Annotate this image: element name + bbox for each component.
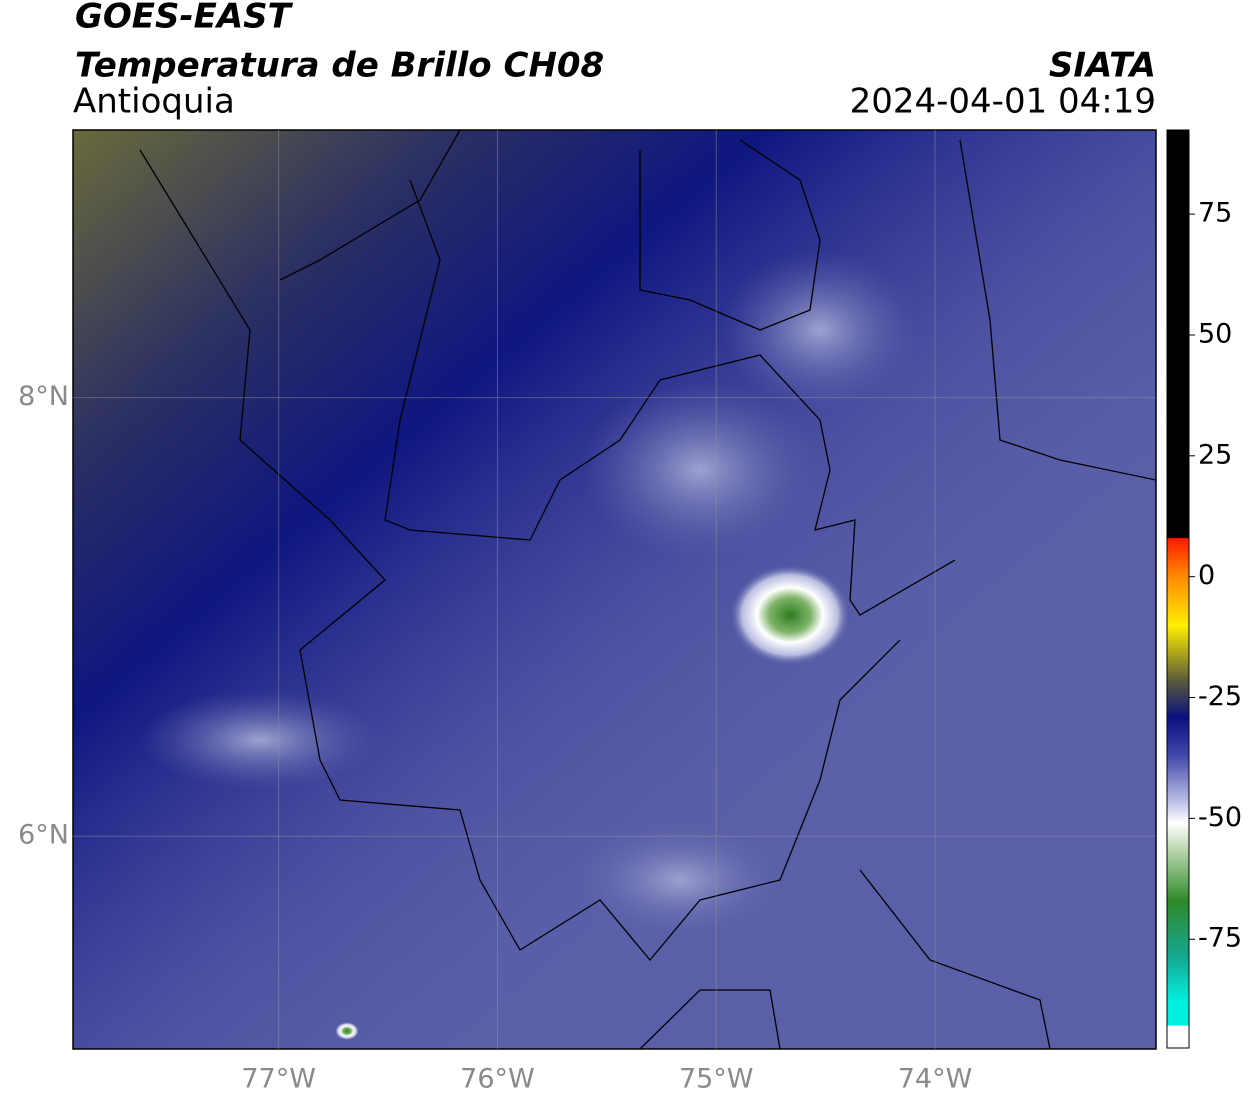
colorbar-tick-label: 50 (1198, 318, 1232, 349)
colorbar (1166, 129, 1190, 1049)
product-title: Temperatura de Brillo CH08 (75, 46, 604, 86)
region-title: Antioquia (73, 82, 235, 122)
datetime: 2024-04-01 04:19 (850, 82, 1156, 122)
colorbar-tick-label: 0 (1198, 560, 1215, 591)
x-tick-label: 76°W (460, 1064, 535, 1095)
x-tick-label: 77°W (241, 1064, 316, 1095)
colorbar-tick-label: -75 (1198, 923, 1242, 954)
y-tick-label: 8°N (18, 381, 69, 412)
y-tick-label: 6°N (18, 820, 69, 851)
colorbar-tick-label: 75 (1198, 198, 1232, 229)
colorbar-tick-label: 25 (1198, 439, 1232, 470)
satellite-title: GOES-EAST (75, 0, 294, 37)
x-tick-label: 75°W (679, 1064, 754, 1095)
borders (139, 130, 1156, 1049)
agency-title: SIATA (1049, 46, 1156, 86)
colorbar-tick-label: -25 (1198, 681, 1242, 712)
map-frame (72, 129, 1157, 1050)
colorbar-tick-label: -50 (1198, 802, 1242, 833)
map-imagery (73, 130, 1156, 1049)
x-tick-label: 74°W (898, 1064, 973, 1095)
